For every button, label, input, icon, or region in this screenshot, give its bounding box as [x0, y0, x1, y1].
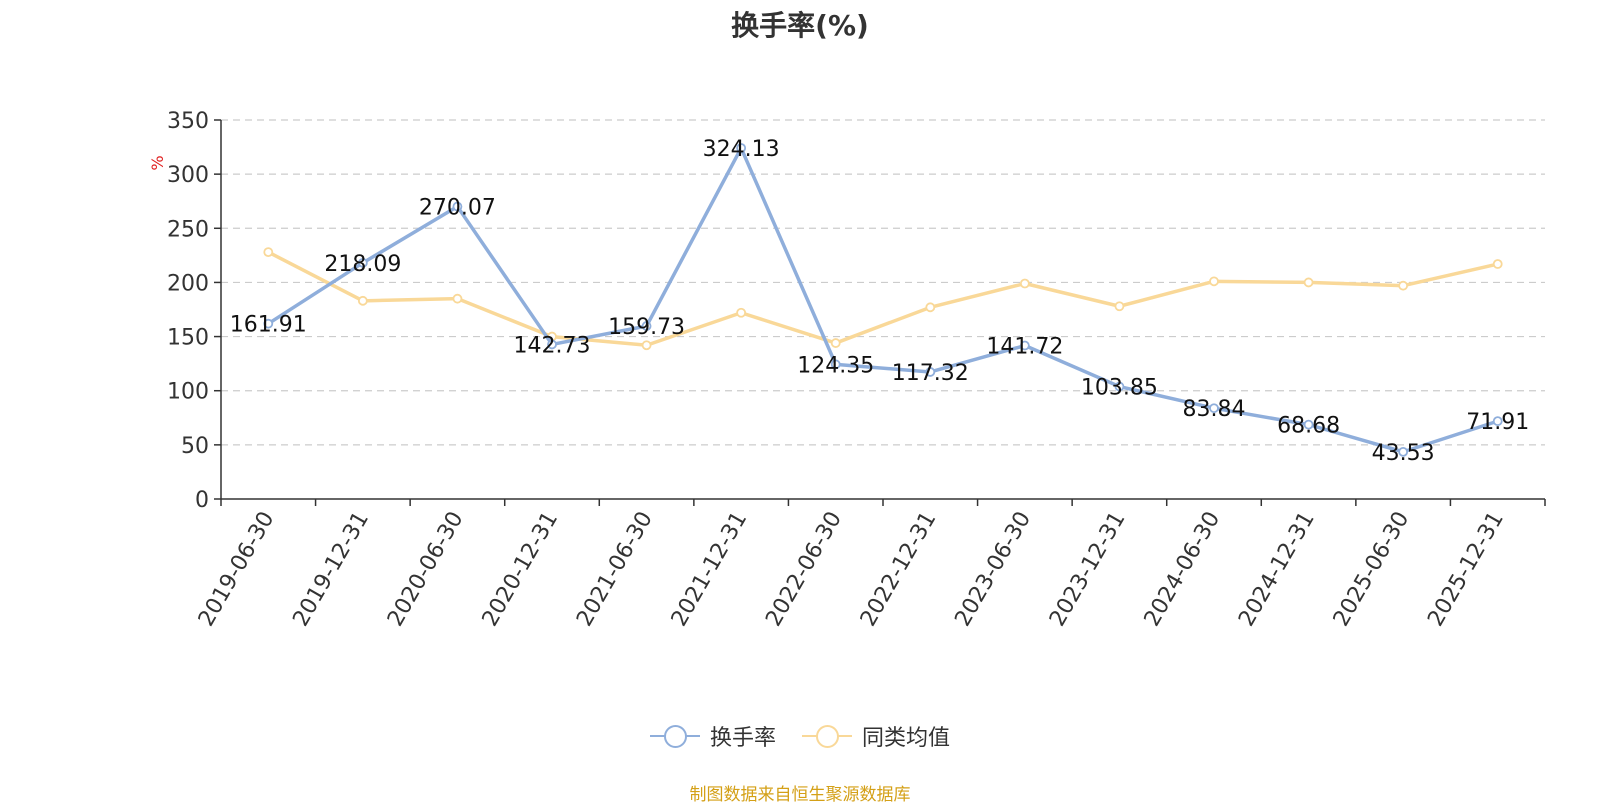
data-point — [357, 295, 368, 306]
x-tick-label: 2024-06-30 — [1140, 508, 1226, 631]
data-label: 218.09 — [324, 252, 401, 277]
legend-item-peer-average[interactable]: 同类均值 — [802, 720, 950, 752]
data-point — [830, 359, 841, 370]
x-tick-label: 2019-06-30 — [194, 508, 280, 631]
data-point — [1398, 280, 1409, 291]
data-point — [1492, 416, 1503, 427]
data-point — [1114, 381, 1125, 392]
data-label: 68.68 — [1277, 414, 1340, 439]
chart-title: 换手率(%) — [731, 9, 869, 42]
data-label: 103.85 — [1081, 376, 1158, 401]
data-label: 270.07 — [419, 196, 496, 221]
y-tick-label: 50 — [181, 434, 209, 459]
data-point — [736, 143, 747, 153]
x-tick-label: 2020-06-30 — [383, 508, 469, 631]
series-line-0 — [267, 146, 1499, 454]
legend-item-turnover[interactable]: 换手率 — [649, 720, 776, 752]
data-point — [452, 201, 463, 212]
data-label: 124.35 — [797, 353, 874, 378]
data-label: 83.84 — [1183, 397, 1246, 422]
y-axis-unit: % — [148, 155, 167, 170]
data-label: 71.91 — [1466, 410, 1529, 435]
data-point — [736, 307, 747, 318]
x-tick-label: 2025-06-30 — [1329, 508, 1415, 631]
data-point — [830, 338, 841, 348]
y-tick-label: 250 — [167, 217, 209, 242]
x-tick-label: 2025-12-31 — [1423, 508, 1509, 631]
x-tick-label: 2022-06-30 — [761, 508, 847, 631]
data-label: 141.72 — [986, 335, 1063, 360]
x-tick-label: 2023-06-30 — [950, 508, 1036, 631]
data-label: 161.91 — [230, 313, 307, 338]
data-point — [641, 340, 652, 351]
series-line-1 — [267, 250, 1499, 347]
data-point — [1398, 446, 1409, 457]
data-point — [452, 293, 463, 304]
data-point — [263, 247, 274, 258]
data-label: 117.32 — [892, 361, 969, 386]
x-tick-label: 2020-12-31 — [478, 508, 564, 631]
y-tick-label: 100 — [167, 380, 209, 405]
y-tick-label: 300 — [167, 163, 209, 188]
x-tick-label: 2023-12-31 — [1045, 508, 1131, 631]
data-point — [357, 257, 368, 268]
x-tick-label: 2022-12-31 — [856, 508, 942, 631]
data-point — [1303, 277, 1314, 288]
legend-swatch-turnover — [649, 724, 700, 748]
x-tick-label: 2021-06-30 — [572, 508, 658, 631]
data-point — [1303, 419, 1314, 430]
data-point — [1019, 278, 1030, 289]
data-point — [1209, 403, 1219, 414]
legend-swatch-peer-average — [802, 724, 852, 748]
series-lines — [263, 143, 1503, 457]
data-point — [925, 367, 936, 377]
x-tick-label: 2021-12-31 — [667, 508, 753, 631]
data-point — [1209, 276, 1219, 287]
data-point — [547, 339, 557, 350]
y-tick-label: 200 — [167, 271, 209, 296]
legend-label-peer-average: 同类均值 — [862, 726, 951, 751]
data-point — [1114, 301, 1125, 312]
y-tick-label: 0 — [195, 488, 209, 513]
source-note: 制图数据来自恒生聚源数据库 — [689, 785, 911, 805]
legend-label-turnover: 换手率 — [709, 726, 776, 751]
data-point — [1492, 259, 1503, 269]
data-label: 159.73 — [608, 315, 685, 340]
data-point — [641, 321, 652, 331]
grid-lines — [221, 119, 1545, 446]
data-label: 43.53 — [1372, 441, 1435, 466]
data-label: 324.13 — [703, 137, 780, 162]
x-tick-label: 2019-12-31 — [288, 508, 374, 631]
data-label: 142.73 — [514, 333, 591, 358]
data-labels: 161.91 218.09 270.07 142.73 159.73 324.13 124.… — [230, 137, 1529, 466]
x-tick-label: 2024-12-31 — [1234, 508, 1320, 631]
y-tick-label: 350 — [167, 109, 209, 134]
legend: 换手率 同类均值 — [0, 720, 1600, 752]
data-point — [263, 318, 274, 329]
data-point — [925, 302, 936, 313]
data-point — [1019, 340, 1030, 351]
y-tick-label: 150 — [167, 326, 209, 351]
